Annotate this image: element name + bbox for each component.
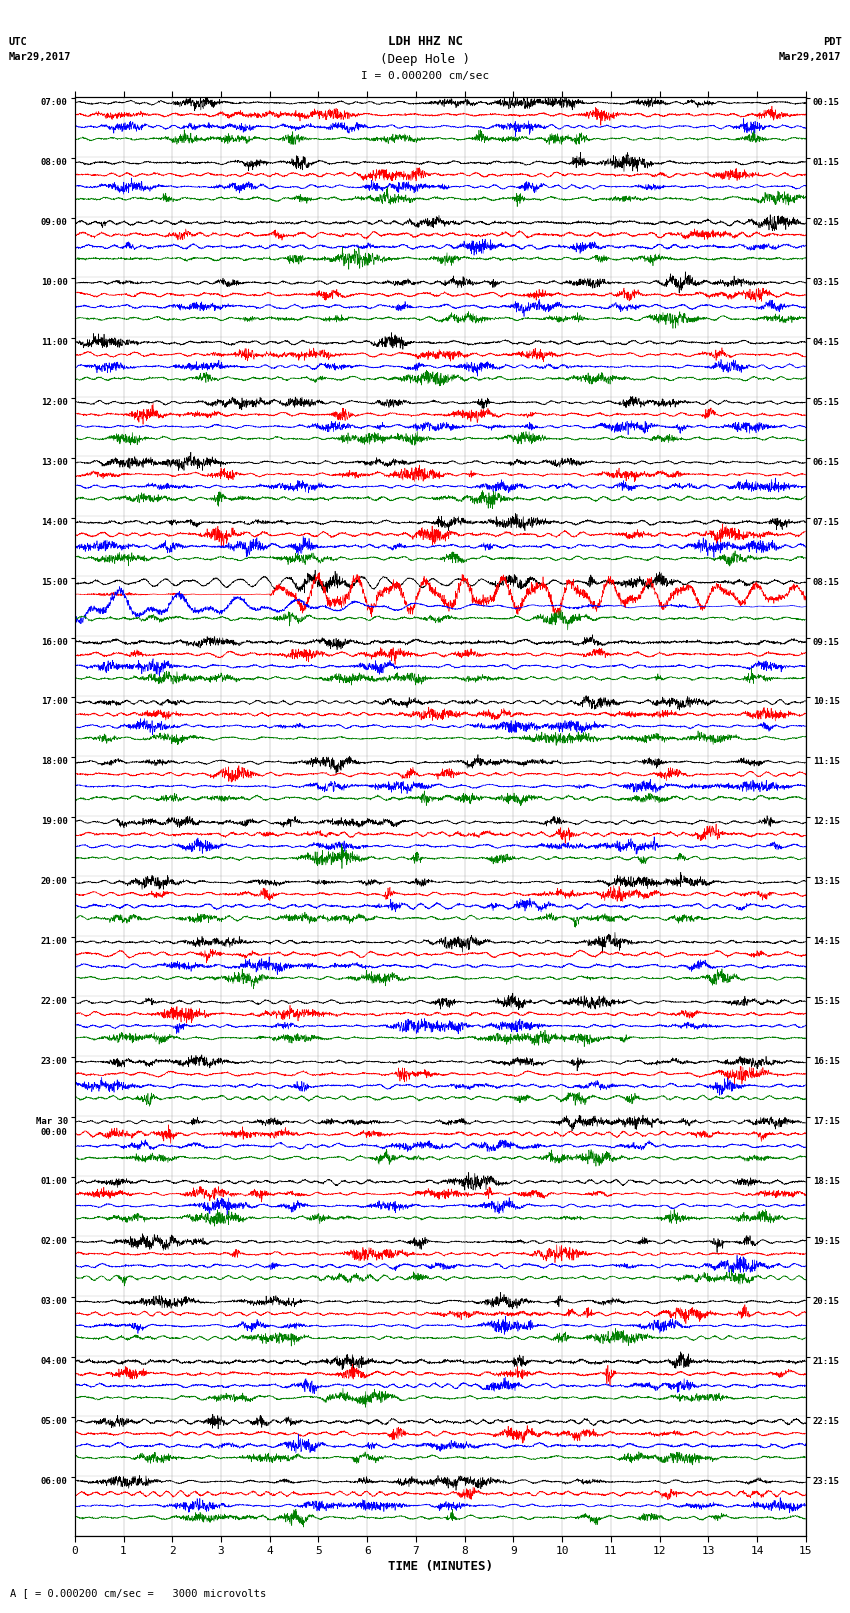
Text: Mar29,2017: Mar29,2017 bbox=[779, 52, 842, 61]
X-axis label: TIME (MINUTES): TIME (MINUTES) bbox=[388, 1560, 493, 1573]
Text: LDH HHZ NC: LDH HHZ NC bbox=[388, 35, 462, 48]
Text: (Deep Hole ): (Deep Hole ) bbox=[380, 53, 470, 66]
Text: PDT: PDT bbox=[823, 37, 842, 47]
Text: I = 0.000200 cm/sec: I = 0.000200 cm/sec bbox=[361, 71, 489, 81]
Text: UTC: UTC bbox=[8, 37, 27, 47]
Text: A [ = 0.000200 cm/sec =   3000 microvolts: A [ = 0.000200 cm/sec = 3000 microvolts bbox=[10, 1589, 266, 1598]
Text: Mar29,2017: Mar29,2017 bbox=[8, 52, 71, 61]
